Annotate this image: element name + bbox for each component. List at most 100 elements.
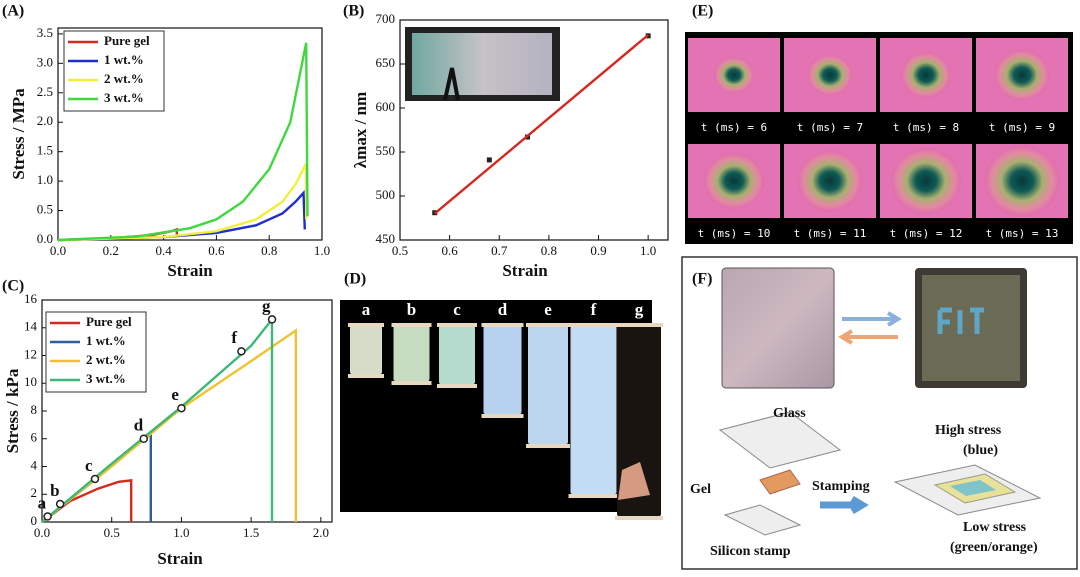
annotation-label: f — [231, 328, 237, 347]
series-line — [57, 42, 309, 242]
y-tick-label: 2.5 — [37, 84, 53, 99]
legend-label: Pure gel — [104, 33, 150, 48]
y-tick-label: 3.5 — [37, 25, 53, 40]
x-axis-title: Strain — [157, 549, 203, 568]
y-tick-label: 8 — [31, 402, 38, 417]
frame-label: t (ms) = 13 — [986, 227, 1059, 240]
x-axis-title: Strain — [502, 261, 548, 280]
annotation-point — [139, 434, 149, 443]
y-tick-label: 550 — [376, 143, 396, 158]
legend-label: 1 wt.% — [86, 333, 126, 348]
y-tick-label: 500 — [376, 187, 396, 202]
y-tick-label: 1.0 — [37, 172, 53, 187]
x-tick-label: 2.0 — [313, 525, 329, 540]
y-tick-label: 6 — [31, 430, 38, 445]
annotation-label: d — [134, 416, 144, 435]
impact-ring — [984, 145, 1060, 217]
legend-label: 2 wt.% — [86, 352, 126, 367]
x-tick-label: 0.5 — [104, 525, 120, 540]
impact-ring — [891, 148, 961, 214]
label: Gel — [690, 482, 711, 497]
annotation-point — [267, 315, 277, 324]
label: Low stress — [963, 520, 1027, 535]
frame-label: t (ms) = 9 — [989, 121, 1055, 134]
series-line — [41, 315, 274, 523]
label: (green/orange) — [950, 540, 1038, 555]
series-line — [433, 34, 649, 215]
film-photo — [721, 267, 835, 389]
x-tick-label: 0.8 — [261, 243, 277, 258]
x-tick-label: 0.2 — [103, 243, 119, 258]
y-axis-title: Stress / MPa — [9, 88, 28, 180]
sample-strip — [393, 326, 430, 381]
x-tick-label: 0.4 — [155, 243, 172, 258]
clamp — [437, 323, 477, 327]
arrow — [838, 329, 898, 345]
label: Stamping — [812, 479, 870, 494]
impact-ring — [704, 153, 764, 209]
x-tick-label: 1.0 — [640, 243, 656, 258]
sample-label: f — [591, 300, 597, 319]
film-photo-inner — [922, 275, 1020, 381]
clamp — [481, 323, 524, 327]
x-axis-title: Strain — [167, 261, 213, 280]
frame-label: t (ms) = 10 — [698, 227, 771, 240]
panel-label: (C) — [2, 278, 24, 295]
plot-frame — [57, 27, 323, 241]
sample-label: b — [407, 300, 416, 319]
gel-piece — [759, 469, 801, 495]
legend-label: 2 wt.% — [104, 71, 144, 86]
impact-ring — [901, 52, 951, 98]
panel-label: (B) — [343, 3, 364, 20]
y-axis-title: λmax / nm — [351, 92, 370, 168]
x-tick-label: 1.0 — [173, 525, 189, 540]
series-line — [41, 328, 297, 523]
sample-label: e — [544, 300, 552, 319]
plot-frame — [399, 19, 669, 241]
sample-strip — [350, 326, 382, 374]
impact-ring — [807, 54, 853, 96]
x-tick-label: 0.8 — [541, 243, 557, 258]
annotation-point — [237, 347, 246, 356]
sample-label: a — [362, 300, 371, 319]
clamp — [348, 323, 384, 327]
annotation-point — [177, 403, 186, 413]
legend-label: Pure gel — [86, 314, 132, 329]
y-tick-label: 1.5 — [37, 143, 53, 158]
x-tick-label: 0.9 — [590, 243, 606, 258]
panel-label: (E) — [692, 3, 713, 20]
annotation-label: c — [85, 456, 93, 475]
sample-strip — [528, 326, 568, 444]
stamp — [723, 504, 802, 536]
panel-label: (F) — [692, 271, 712, 288]
annotation-point — [90, 474, 100, 484]
clamp — [437, 384, 477, 388]
y-tick-label: 4 — [31, 457, 38, 472]
annotation-label: e — [171, 385, 179, 404]
glass-plate — [718, 411, 842, 469]
panel-label: (A) — [2, 3, 24, 20]
inset-probe — [443, 67, 460, 101]
annotation-label: b — [50, 481, 59, 500]
series-line — [57, 189, 306, 242]
y-tick-label: 0 — [31, 513, 38, 528]
y-tick-label: 700 — [376, 11, 396, 26]
sample-strip — [439, 326, 475, 384]
sample-strip — [570, 326, 617, 494]
clamp — [568, 494, 619, 498]
clamp — [568, 323, 619, 327]
impact-ring — [797, 150, 863, 212]
x-tick-label: 0.0 — [34, 525, 50, 540]
x-tick-label: 0.5 — [392, 243, 408, 258]
frame-label: t (ms) = 12 — [890, 227, 963, 240]
label: Glass — [773, 406, 806, 421]
broken-piece — [618, 462, 650, 500]
y-tick-label: 12 — [24, 346, 37, 361]
y-tick-label: 3.0 — [37, 54, 53, 69]
annotation-label: g — [262, 296, 271, 315]
label: High stress — [935, 423, 1002, 438]
sample-label: g — [635, 300, 644, 319]
impact-ring — [714, 57, 754, 93]
y-tick-label: 2 — [31, 485, 38, 500]
